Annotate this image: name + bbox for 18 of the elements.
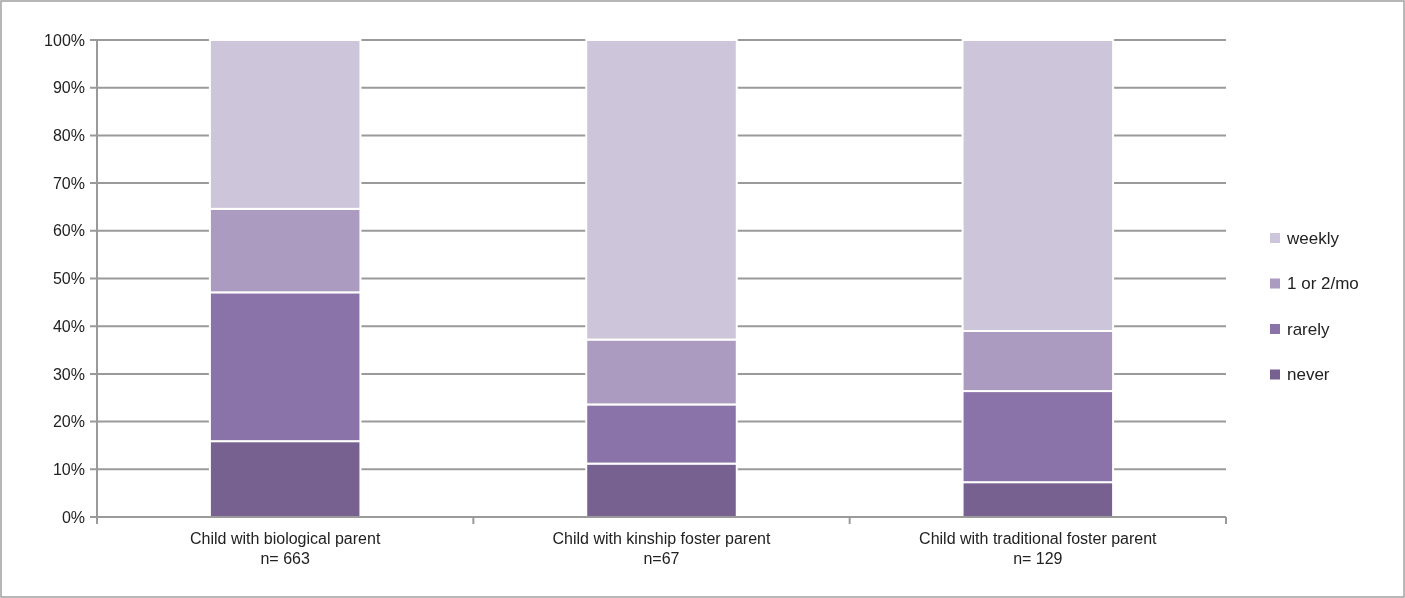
y-tick-label: 90% (52, 79, 85, 97)
x-tick-label: Child with traditional foster parent n= 129 (919, 530, 1158, 567)
legend-label: weekly (1286, 228, 1340, 248)
legend-label: 1 or 2/mo (1287, 274, 1359, 294)
x-tick-label: Child with biological parent n= 663 (190, 530, 381, 567)
y-tick-label: 0% (61, 508, 85, 526)
y-tick-label: 80% (52, 127, 85, 144)
y-tick-label: 100% (44, 31, 85, 49)
y-tick-label: 40% (52, 317, 85, 335)
y-tick-label: 70% (52, 174, 85, 192)
y-tick-label: 50% (52, 270, 85, 288)
x-tick-label: Child with kinship foster parent n=67 (552, 530, 771, 567)
legend-label: never (1287, 365, 1330, 385)
y-tick-label: 30% (52, 365, 85, 383)
legend-label: rarely (1287, 319, 1331, 339)
y-tick-label: 10% (52, 460, 85, 478)
y-tick-label: 60% (52, 222, 85, 240)
y-tick-label: 20% (52, 413, 85, 431)
